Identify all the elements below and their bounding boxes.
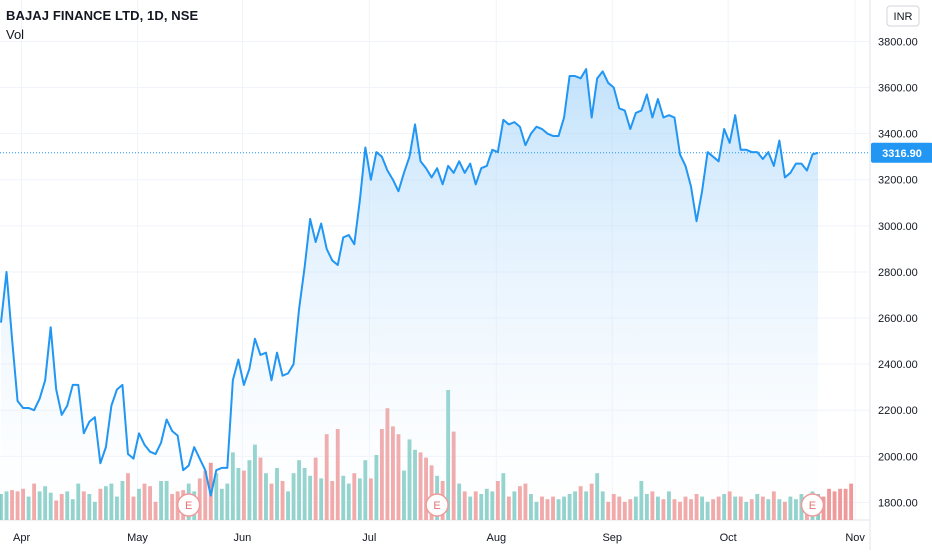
earnings-marker[interactable]: E (800, 493, 825, 517)
y-axis: 3800.00 3600.00 3400.00 3200.00 3000.00 2800.… (878, 36, 918, 509)
y-tick-label: 2400.00 (878, 359, 918, 371)
earnings-marker-circle (800, 493, 825, 517)
x-tick-label: Jun (233, 532, 251, 544)
price-area-fill (1, 69, 818, 520)
x-tick-label: Aug (487, 532, 507, 544)
earnings-marker-label: E (185, 500, 192, 512)
volume-bar (849, 483, 854, 520)
currency-label: INR (894, 11, 913, 23)
y-tick-label: 2600.00 (878, 313, 918, 325)
volume-bar (843, 488, 848, 520)
y-tick-label: 1800.00 (878, 497, 918, 509)
volume-bar (827, 488, 831, 520)
x-tick-label: Nov (845, 532, 865, 544)
last-price-label-bg (871, 142, 932, 163)
volume-label: Vol (6, 27, 25, 42)
y-tick-label: 2000.00 (878, 451, 918, 463)
currency-badge[interactable]: INR (886, 5, 920, 27)
x-axis: Apr May Jun Jul Aug Sep Oct Nov (13, 532, 865, 544)
x-tick-label: Jul (362, 532, 376, 544)
x-tick-label: Oct (720, 532, 737, 544)
earnings-marker-circle (176, 493, 201, 517)
y-tick-label: 3200.00 (878, 175, 918, 187)
x-tick-label: Sep (602, 532, 622, 544)
x-tick-label: May (127, 532, 148, 544)
currency-badge-box (886, 5, 920, 27)
price-line (0, 68, 819, 497)
earnings-marker-label: E (433, 500, 440, 512)
y-tick-label: 3400.00 (878, 129, 918, 141)
volume-bar (832, 491, 837, 520)
y-tick-label: 3000.00 (878, 221, 918, 233)
last-price-value: 3316.90 (882, 148, 922, 160)
earnings-marker-label: E (809, 500, 816, 512)
chart-title: BAJAJ FINANCE LTD, 1D, NSE (6, 8, 199, 23)
earnings-marker[interactable]: E (176, 493, 201, 517)
x-tick-label: Apr (13, 532, 30, 544)
earnings-marker[interactable]: E (425, 493, 449, 517)
y-tick-label: 3800.00 (878, 36, 918, 48)
earnings-marker-circle (425, 493, 449, 517)
volume-bar (838, 488, 843, 520)
last-price-label: 3316.90 (871, 142, 932, 163)
y-tick-label: 3600.00 (878, 83, 918, 95)
y-tick-label: 2200.00 (878, 405, 918, 417)
y-tick-label: 2800.00 (878, 267, 918, 279)
